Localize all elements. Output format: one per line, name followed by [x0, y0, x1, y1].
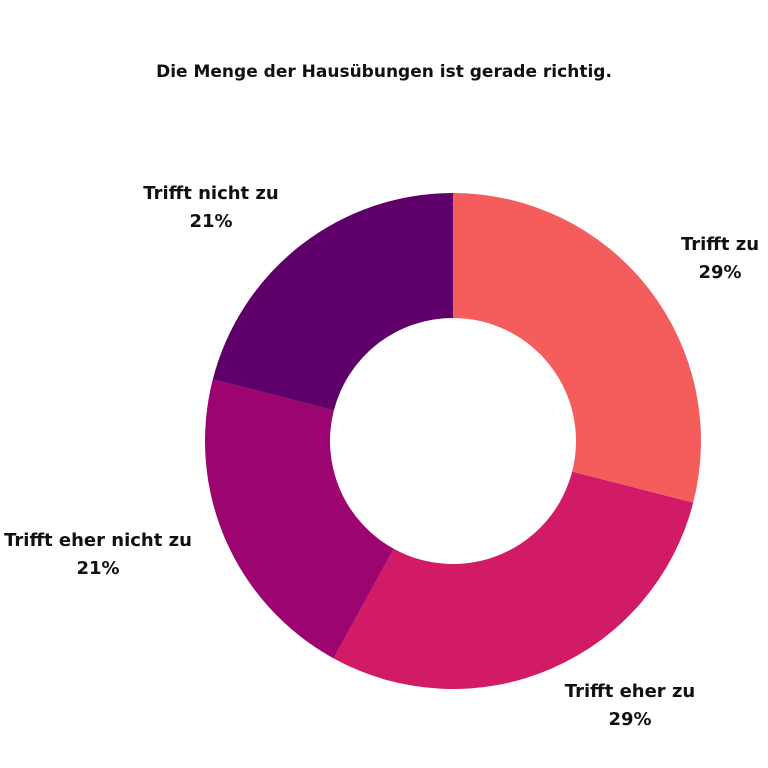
- slice-trifft-nicht-zu: [212, 193, 453, 411]
- slice-category-label: Trifft zu: [681, 234, 759, 255]
- slice-label-group: Trifft eher zu 29%: [565, 681, 695, 730]
- slice-value-label: 21%: [189, 211, 232, 232]
- slice-trifft-eher-nicht-zu: [204, 379, 394, 659]
- chart-title: Die Menge der Hausübungen ist gerade ric…: [156, 62, 612, 82]
- slice-value-label: 29%: [698, 262, 741, 283]
- slice-label-group: Trifft zu 29%: [681, 234, 759, 283]
- slice-value-label: 21%: [76, 558, 119, 579]
- slice-category-label: Trifft nicht zu: [143, 183, 278, 204]
- slice-category-label: Trifft eher nicht zu: [4, 530, 192, 551]
- slice-trifft-eher-zu: [333, 471, 694, 689]
- slice-label-group: Trifft nicht zu 21%: [143, 183, 278, 232]
- slice-value-label: 29%: [608, 709, 651, 730]
- slice-label-group: Trifft eher nicht zu 21%: [4, 530, 192, 579]
- slice-trifft-zu: [453, 193, 701, 503]
- slice-category-label: Trifft eher zu: [565, 681, 695, 702]
- slices-layer: [204, 193, 701, 689]
